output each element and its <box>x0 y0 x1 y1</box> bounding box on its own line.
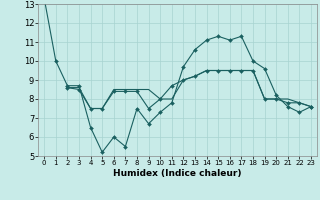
X-axis label: Humidex (Indice chaleur): Humidex (Indice chaleur) <box>113 169 242 178</box>
